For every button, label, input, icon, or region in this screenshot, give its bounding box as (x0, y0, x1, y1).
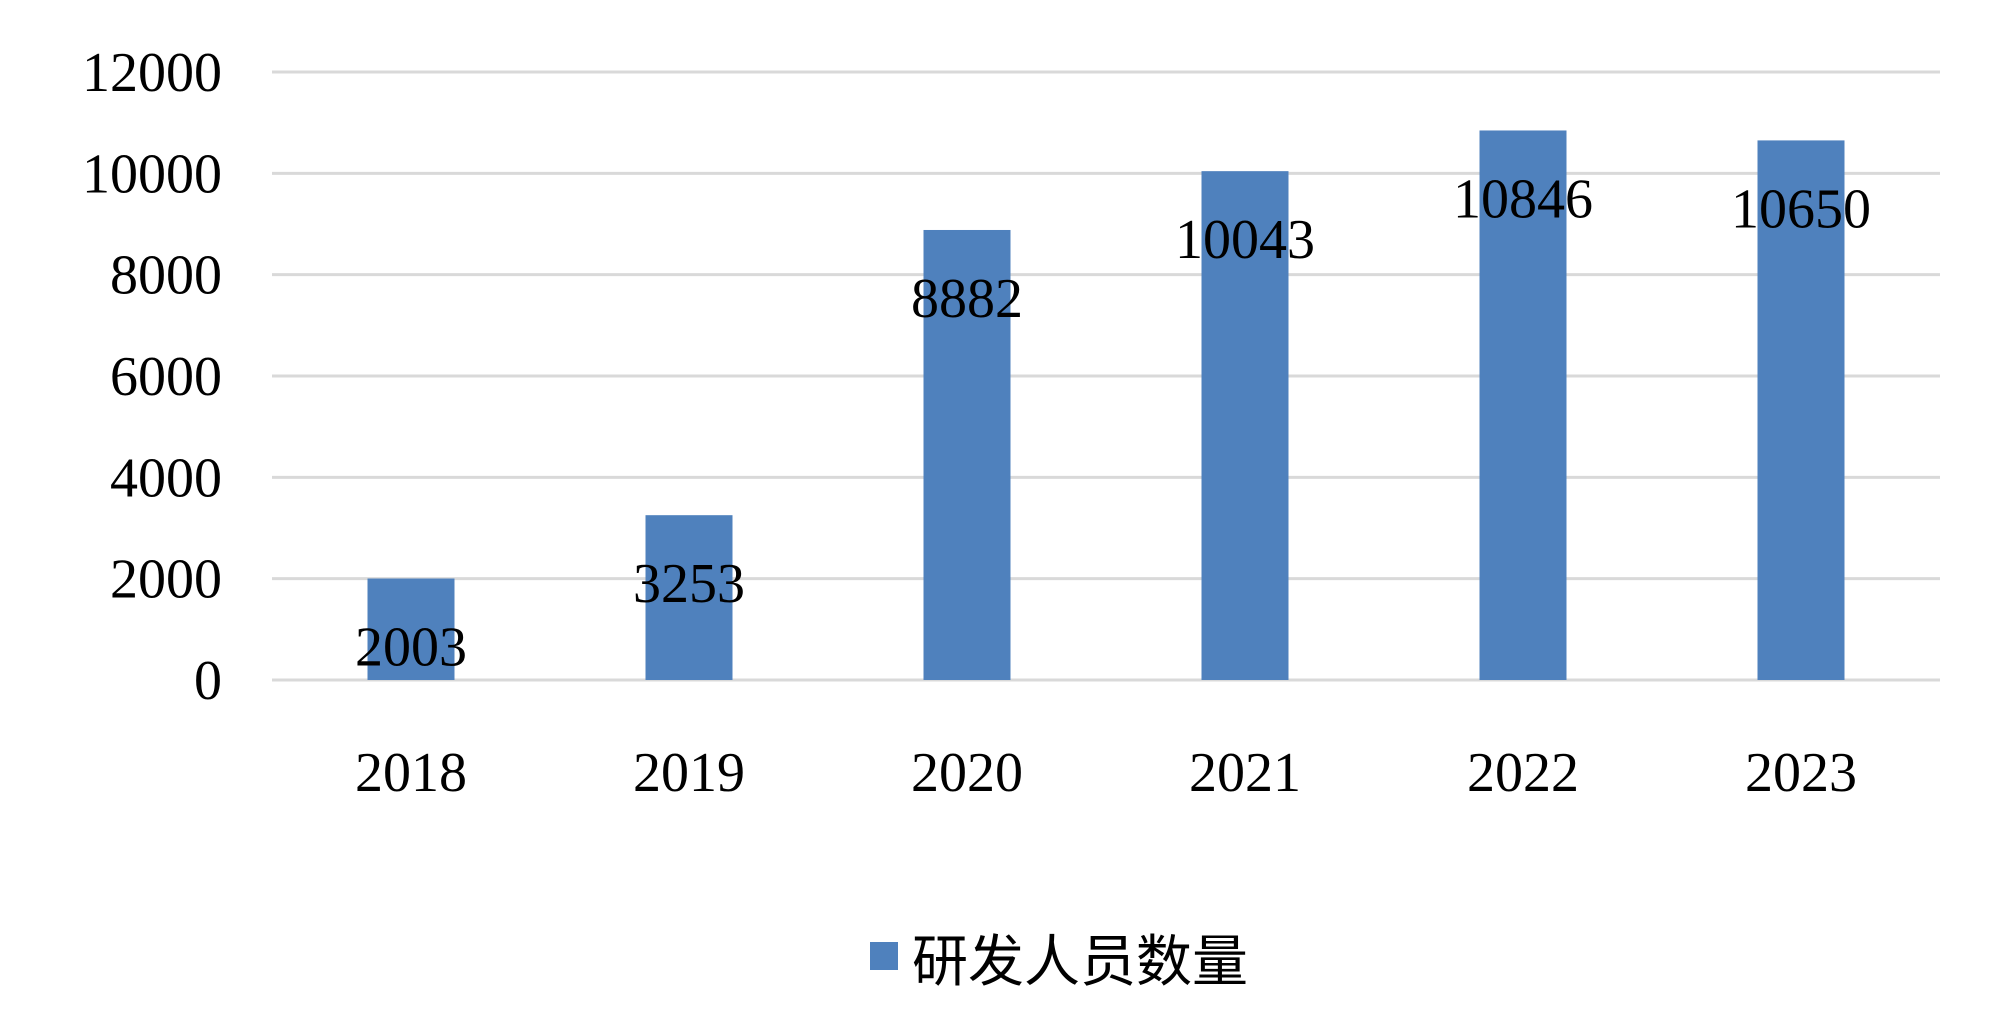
gridlines (272, 70, 1940, 682)
x-tick-label-2018: 2018 (355, 742, 467, 804)
bar-2023 (1757, 140, 1845, 680)
x-tick-label-2023: 2023 (1745, 742, 1857, 804)
y-tick-label: 0 (194, 650, 222, 712)
x-tick-label-2021: 2021 (1189, 742, 1301, 804)
data-label-2022: 10846 (1453, 168, 1593, 230)
y-tick-label: 10000 (82, 143, 222, 205)
y-axis-tick-labels: 0 2000 4000 6000 8000 10000 12000 (82, 42, 222, 712)
legend-swatch (870, 942, 898, 970)
legend-label: 研发人员数量 (912, 930, 1248, 995)
y-tick-label: 4000 (110, 447, 222, 509)
bar-2018 (367, 578, 455, 680)
data-labels: 2003 3253 8882 10043 10846 10650 (355, 168, 1871, 678)
x-axis-tick-labels: 2018 2019 2020 2021 2022 2023 (355, 742, 1857, 804)
data-label-2023: 10650 (1731, 178, 1871, 240)
data-label-2021: 10043 (1175, 209, 1315, 271)
legend: 研发人员数量 (870, 930, 1248, 995)
y-tick-label: 12000 (82, 42, 222, 104)
bar-2022 (1479, 130, 1567, 680)
data-label-2019: 3253 (633, 553, 745, 615)
y-tick-label: 6000 (110, 346, 222, 408)
x-tick-label-2022: 2022 (1467, 742, 1579, 804)
bar-2019 (645, 515, 733, 680)
x-tick-label-2020: 2020 (911, 742, 1023, 804)
bars (367, 130, 1845, 680)
y-tick-label: 2000 (110, 549, 222, 611)
bar-2021 (1201, 171, 1289, 680)
bar-2020 (923, 229, 1011, 680)
data-label-2020: 8882 (911, 268, 1023, 330)
y-tick-label: 8000 (110, 245, 222, 307)
x-tick-label-2019: 2019 (633, 742, 745, 804)
data-label-2018: 2003 (355, 617, 467, 679)
